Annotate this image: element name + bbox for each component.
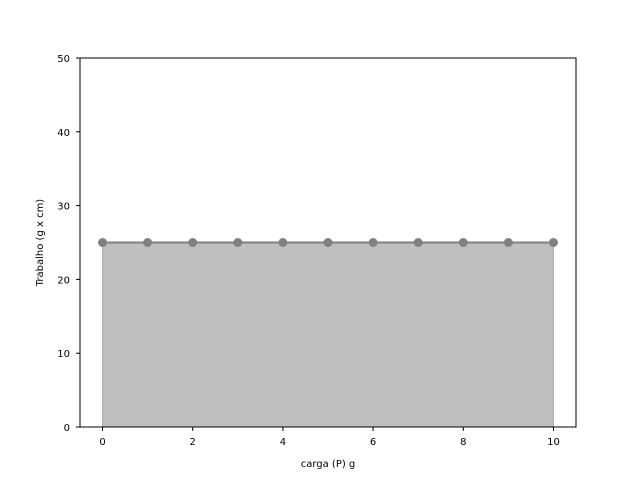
data-point [413,238,423,247]
y-tick-label: 30 [57,202,70,213]
y-tick-label: 0 [64,423,70,434]
area-fill-series-0 [102,242,554,428]
x-tick-label: 0 [99,437,105,448]
y-tick-label: 10 [57,349,70,360]
axes-frame [79,57,577,428]
x-tick-label: 2 [190,437,196,448]
x-tick-label: 6 [370,437,376,448]
x-axis-label: carga (P) g [301,459,356,470]
data-point [323,238,333,247]
x-tick-label: 8 [460,437,466,448]
y-tick-label: 20 [57,275,70,286]
y-axis-label: Trabalho (g x cm) [35,199,46,288]
data-point [278,238,288,247]
y-tick-label: 40 [57,128,70,139]
plot-area: 0 2 4 6 8 10 0 10 20 30 40 50 [57,54,577,448]
data-point [98,238,108,247]
data-point [503,238,513,247]
y-tick-label: 50 [57,54,70,65]
x-tick-label: 4 [280,437,286,448]
data-point [548,238,558,247]
data-point [143,238,153,247]
data-point [188,238,198,247]
x-tick-label: 10 [547,437,560,448]
data-point [458,238,468,247]
data-point [233,238,243,247]
data-point [368,238,378,247]
